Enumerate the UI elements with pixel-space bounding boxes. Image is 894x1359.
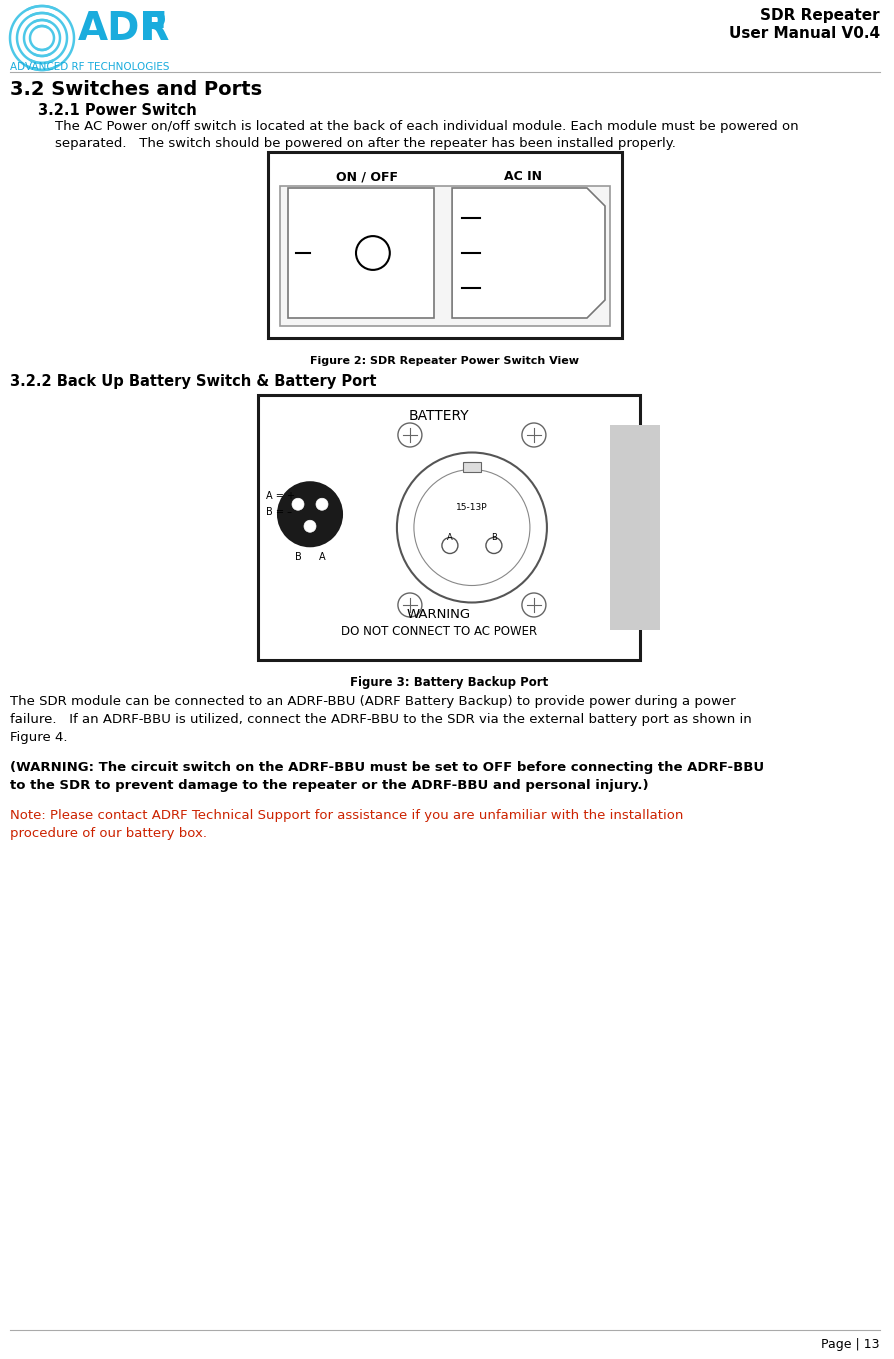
Text: Page | 13: Page | 13 bbox=[821, 1339, 879, 1351]
Circle shape bbox=[304, 520, 316, 533]
Text: procedure of our battery box.: procedure of our battery box. bbox=[10, 828, 207, 840]
Text: The SDR module can be connected to an ADRF-BBU (ADRF Battery Backup) to provide : The SDR module can be connected to an AD… bbox=[10, 694, 735, 708]
Text: BATTERY: BATTERY bbox=[409, 409, 468, 423]
Circle shape bbox=[316, 499, 327, 510]
Text: Figure 2: SDR Repeater Power Switch View: Figure 2: SDR Repeater Power Switch View bbox=[310, 356, 578, 366]
Text: A: A bbox=[446, 533, 452, 542]
Polygon shape bbox=[451, 188, 604, 318]
Text: A: A bbox=[318, 552, 325, 563]
Text: Note: Please contact ADRF Technical Support for assistance if you are unfamiliar: Note: Please contact ADRF Technical Supp… bbox=[10, 809, 683, 822]
Text: to the SDR to prevent damage to the repeater or the ADRF-BBU and personal injury: to the SDR to prevent damage to the repe… bbox=[10, 779, 648, 792]
Bar bbox=[267, 152, 621, 338]
Text: separated.   The switch should be powered on after the repeater has been install: separated. The switch should be powered … bbox=[55, 137, 675, 149]
Text: failure.   If an ADRF-BBU is utilized, connect the ADRF-BBU to the SDR via the e: failure. If an ADRF-BBU is utilized, con… bbox=[10, 713, 751, 726]
Bar bbox=[462, 462, 480, 472]
Text: ADVANCED RF TECHNOLOGIES: ADVANCED RF TECHNOLOGIES bbox=[10, 63, 169, 72]
Text: 15-13P: 15-13P bbox=[456, 503, 487, 512]
Text: B: B bbox=[491, 533, 496, 542]
Text: ON / OFF: ON / OFF bbox=[336, 170, 398, 183]
Text: (WARNING: The circuit switch on the ADRF-BBU must be set to OFF before connectin: (WARNING: The circuit switch on the ADRF… bbox=[10, 761, 763, 775]
Text: DO NOT CONNECT TO AC POWER: DO NOT CONNECT TO AC POWER bbox=[341, 625, 536, 637]
Bar bbox=[280, 186, 610, 326]
Text: 3.2.1 Power Switch: 3.2.1 Power Switch bbox=[38, 103, 197, 118]
Text: A = +: A = + bbox=[266, 491, 295, 501]
Circle shape bbox=[278, 482, 342, 546]
Text: AC IN: AC IN bbox=[503, 170, 541, 183]
Bar bbox=[610, 425, 659, 631]
Circle shape bbox=[291, 499, 304, 510]
Text: F: F bbox=[139, 10, 166, 48]
Text: B: B bbox=[294, 552, 301, 563]
Text: WARNING: WARNING bbox=[407, 607, 470, 621]
Text: ADR: ADR bbox=[78, 10, 170, 48]
Bar bbox=[257, 395, 639, 660]
Text: 3.2 Switches and Ports: 3.2 Switches and Ports bbox=[10, 80, 262, 99]
Text: 3.2.2 Back Up Battery Switch & Battery Port: 3.2.2 Back Up Battery Switch & Battery P… bbox=[10, 374, 376, 389]
Text: Figure 3: Battery Backup Port: Figure 3: Battery Backup Port bbox=[350, 675, 547, 689]
Bar bbox=[288, 188, 434, 318]
Text: The AC Power on/off switch is located at the back of each individual module. Eac: The AC Power on/off switch is located at… bbox=[55, 120, 797, 133]
Text: Figure 4.: Figure 4. bbox=[10, 731, 67, 743]
Text: SDR Repeater: SDR Repeater bbox=[760, 8, 879, 23]
Text: B = –: B = – bbox=[266, 507, 291, 518]
Text: User Manual V0.4: User Manual V0.4 bbox=[728, 26, 879, 41]
